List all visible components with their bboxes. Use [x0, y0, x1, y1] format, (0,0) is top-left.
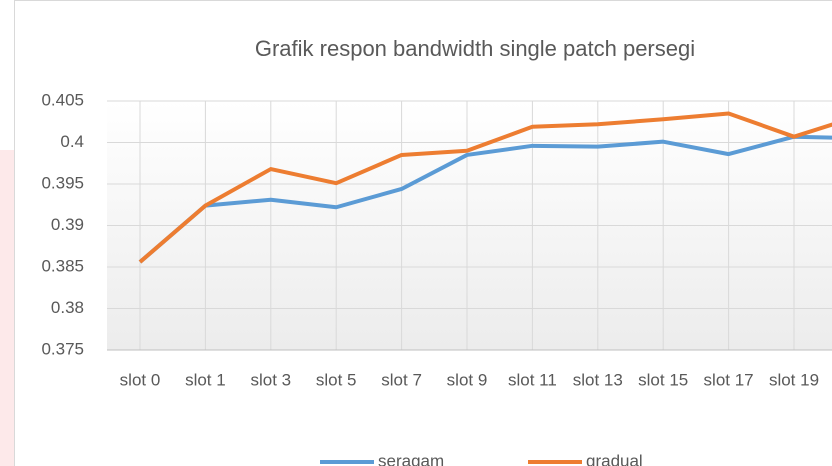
y-tick-label: 0.405 — [41, 90, 84, 109]
y-tick-label: 0.39 — [51, 215, 84, 234]
y-tick-label: 0.395 — [41, 173, 84, 192]
y-tick-label: 0.38 — [51, 298, 84, 317]
y-tick-label: 0.4 — [60, 132, 84, 151]
legend-label: gradual — [586, 451, 643, 466]
x-tick-label: slot 5 — [316, 370, 357, 389]
x-tick-label: slot 9 — [447, 370, 488, 389]
x-tick-label: slot 0 — [120, 370, 161, 389]
series-line — [138, 111, 832, 264]
y-tick-label: 0.385 — [41, 256, 84, 275]
legend-label: seragam — [378, 451, 444, 466]
y-tick-label: 0.375 — [41, 339, 84, 358]
x-tick-label: slot 15 — [638, 370, 688, 389]
series-line — [138, 134, 832, 264]
x-tick-label: slot 17 — [704, 370, 754, 389]
x-tick-label: slot 1 — [185, 370, 226, 389]
chart-title: Grafik respon bandwidth single patch per… — [255, 36, 695, 61]
x-tick-label: slot 11 — [508, 370, 557, 389]
x-tick-label: slot 19 — [769, 370, 819, 389]
x-tick-label: slot 7 — [381, 370, 422, 389]
x-tick-label: slot 3 — [250, 370, 291, 389]
x-tick-label: slot 13 — [573, 370, 623, 389]
page-strip — [0, 150, 14, 466]
